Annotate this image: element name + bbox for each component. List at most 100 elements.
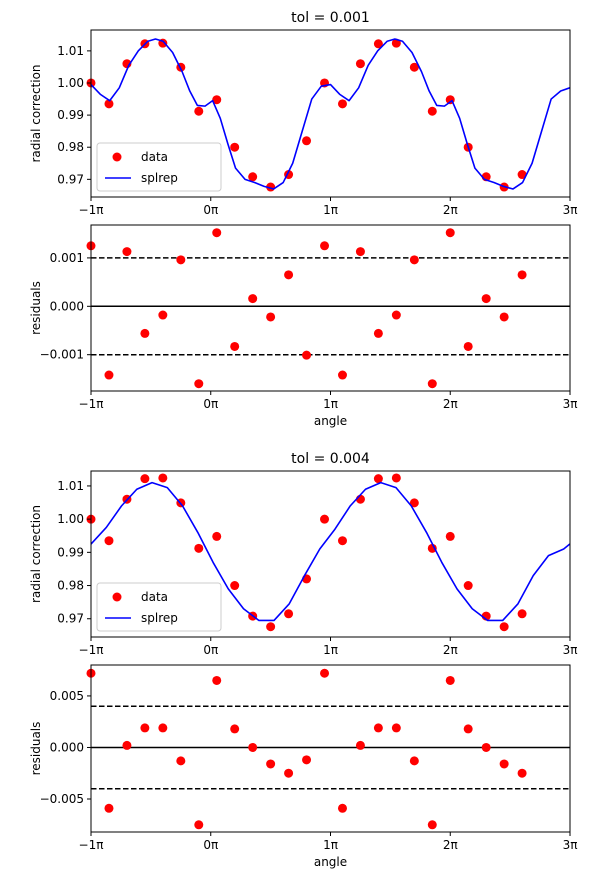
chart-1-xtick-label-2: 1π — [323, 397, 338, 411]
chart-0-ytick-label-3: 1.00 — [57, 76, 84, 90]
chart-1-series-0-point-19 — [427, 379, 437, 389]
chart-0-ytick-label-2: 0.99 — [57, 108, 84, 122]
chart-1-series-0-point-14 — [337, 370, 347, 380]
chart-0-ytick-label-0: 0.97 — [57, 172, 84, 186]
chart-3-series-0-point-14 — [337, 803, 347, 813]
chart-0-legend-marker-0 — [112, 152, 122, 162]
chart-2-ytick-label-1: 0.98 — [57, 579, 84, 593]
chart-3-series-0-point-6 — [194, 820, 204, 830]
chart-0-xtick-label-2: 1π — [323, 203, 338, 217]
chart-1-series-0-point-4 — [158, 310, 168, 320]
chart-2-series-0-point-6 — [194, 543, 204, 553]
chart-2-legend-label-1: splrep — [141, 611, 178, 625]
chart-0-series-0-point-18 — [409, 62, 419, 72]
chart-3-series-0-point-2 — [122, 740, 132, 750]
chart-0-series-0-point-8 — [230, 142, 240, 152]
chart-0-series-0-point-24 — [517, 170, 527, 180]
chart-1-series-0-point-10 — [266, 312, 276, 322]
chart-2-legend-marker-0 — [112, 592, 122, 602]
chart-2-series-0-point-18 — [409, 498, 419, 508]
chart-1-frame — [90, 224, 571, 392]
chart-1-series-0-point-11 — [284, 270, 294, 280]
chart-3-series-0-point-16 — [373, 723, 383, 733]
chart-3-frame — [90, 664, 571, 833]
chart-1-series-0-point-18 — [409, 255, 419, 265]
chart-0-xtick-label-1: 0π — [203, 203, 218, 217]
chart-0: −1π 0π 1π 2π 3π 0.97 0.98 0.99 1.00 1.01 tol = 0.0… — [29, 10, 577, 217]
chart-1-series-0-point-8 — [230, 341, 240, 351]
chart-3: −1π 0π 1π 2π 3π −0.005 0.000 0.005 angle residual… — [29, 664, 577, 869]
chart-3-series-0-point-7 — [212, 675, 222, 685]
chart-1-ytick-label-0: −0.001 — [40, 348, 84, 362]
chart-2-series-0-point-14 — [337, 536, 347, 546]
chart-3-ytick-label-1: 0.000 — [50, 740, 84, 754]
chart-2-xtick-label-4: 3π — [563, 643, 578, 657]
chart-1-ytick-label-1: 0.000 — [50, 299, 84, 313]
chart-1-series-0-point-2 — [122, 247, 132, 257]
chart-3-series-0-point-8 — [230, 724, 240, 734]
chart-1: −1π 0π 1π 2π 3π −0.001 0.000 0.001 angle residual… — [29, 224, 577, 428]
chart-2-series-0-point-16 — [373, 474, 383, 484]
chart-3-xlabel: angle — [314, 855, 347, 869]
chart-2-series-0-point-10 — [266, 622, 276, 632]
chart-0-xtick-label-0: −1π — [79, 203, 104, 217]
chart-3-series-0-point-1 — [104, 803, 114, 813]
chart-0-xtick-label-3: 2π — [443, 203, 458, 217]
chart-3-series-0-point-22 — [481, 742, 491, 752]
chart-3-series-0-point-10 — [266, 759, 276, 769]
chart-2-ylabel: radial correction — [29, 505, 43, 603]
chart-2-series-0-point-1 — [104, 536, 114, 546]
chart-2-ytick-label-3: 1.00 — [57, 512, 84, 526]
chart-1-series-0-point-16 — [373, 328, 383, 338]
chart-1-series-0-point-21 — [463, 341, 473, 351]
chart-1-series-0-point-3 — [140, 328, 150, 338]
chart-3-series-0-point-13 — [320, 668, 330, 678]
chart-2-xtick-label-0: −1π — [79, 643, 104, 657]
chart-0-xtick-label-4: 3π — [563, 203, 578, 217]
chart-1-series-0-point-24 — [517, 270, 527, 280]
chart-3-series-0-point-15 — [355, 740, 365, 750]
chart-1-series-0-point-23 — [499, 312, 509, 322]
chart-0-series-0-point-16 — [373, 39, 383, 49]
chart-1-series-0-point-6 — [194, 379, 204, 389]
chart-0-ytick-label-1: 0.98 — [57, 140, 84, 154]
chart-2-series-0-point-7 — [212, 531, 222, 541]
chart-2-series-0-point-17 — [391, 473, 401, 483]
chart-2-ytick-label-0: 0.97 — [57, 612, 84, 626]
chart-2-series-0-point-21 — [463, 581, 473, 591]
chart-3-series-0-point-12 — [302, 755, 312, 765]
chart-2-series-0-point-13 — [320, 514, 330, 524]
chart-0-series-0-point-12 — [302, 136, 312, 146]
chart-2-series-0-point-24 — [517, 609, 527, 619]
chart-0-series-0-point-7 — [212, 95, 222, 105]
chart-3-series-0-point-3 — [140, 723, 150, 733]
chart-3-series-0-point-11 — [284, 768, 294, 778]
chart-0-series-1-line — [91, 38, 570, 190]
chart-1-series-0-point-5 — [176, 255, 186, 265]
chart-1-series-0-point-22 — [481, 294, 491, 304]
chart-0-series-0-point-6 — [194, 106, 204, 116]
chart-2-series-0-point-20 — [445, 531, 455, 541]
chart-3-series-0-point-20 — [445, 675, 455, 685]
chart-2-xtick-label-1: 0π — [203, 643, 218, 657]
chart-3-series-0-point-18 — [409, 756, 419, 766]
chart-3-series-0-point-21 — [463, 724, 473, 734]
chart-1-series-0-point-9 — [248, 294, 258, 304]
chart-2-legend-box — [96, 582, 222, 632]
chart-1-series-0-point-15 — [355, 247, 365, 257]
chart-2: −1π 0π 1π 2π 3π 0.97 0.98 0.99 1.00 1.01 tol = 0.0… — [29, 451, 577, 657]
chart-2-legend: data splrep — [96, 582, 222, 632]
chart-0-series-0-point-1 — [104, 99, 114, 109]
chart-0-legend-box — [96, 142, 222, 192]
chart-3-xtick-label-3: 2π — [443, 838, 458, 852]
chart-0-title: tol = 0.001 — [291, 10, 370, 26]
chart-2-xtick-label-2: 1π — [323, 643, 338, 657]
chart-3-ytick-label-0: −0.005 — [40, 792, 84, 806]
chart-2-legend-label-0: data — [141, 590, 168, 604]
chart-2-xtick-label-3: 2π — [443, 643, 458, 657]
chart-1-series-0-point-20 — [445, 228, 455, 238]
chart-1-series-0-point-13 — [320, 241, 330, 251]
chart-0-series-0-point-15 — [355, 59, 365, 69]
chart-3-series-0-point-23 — [499, 759, 509, 769]
